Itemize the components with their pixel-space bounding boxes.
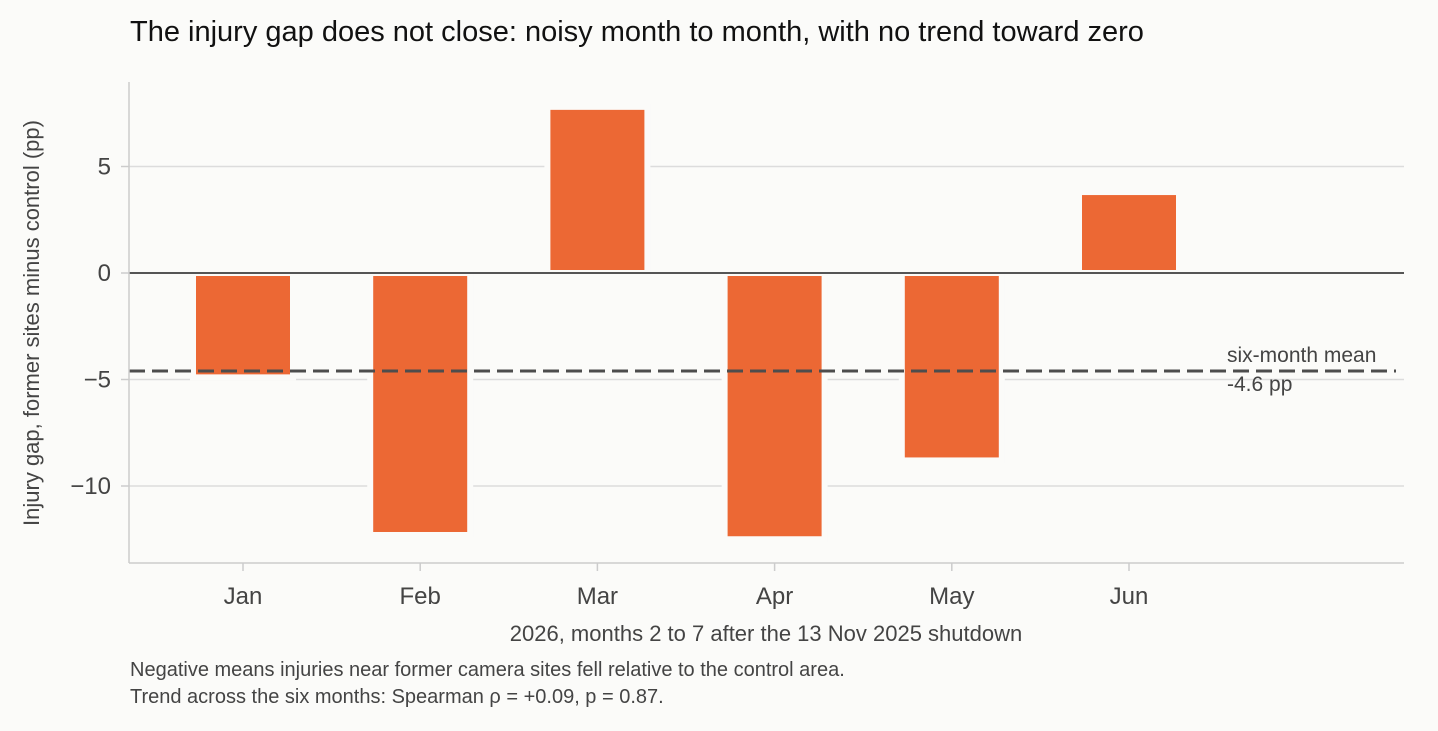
bar-feb bbox=[367, 270, 474, 538]
x-tick-label-apr: Apr bbox=[756, 583, 793, 610]
bar-apr bbox=[721, 270, 828, 543]
x-axis-title: 2026, months 2 to 7 after the 13 Nov 202… bbox=[510, 621, 1022, 646]
x-tick-label-may: May bbox=[929, 583, 974, 610]
y-tick-label: −10 bbox=[70, 473, 111, 500]
footnote-line1: Negative means injuries near former came… bbox=[130, 659, 845, 681]
bar-may bbox=[898, 270, 1005, 464]
bar-jun bbox=[1076, 189, 1182, 276]
footnote-line2: Trend across the six months: Spearman ρ … bbox=[130, 686, 664, 708]
bar-jan bbox=[190, 270, 296, 381]
axis-layer: 5 0 −5 −10 Jan Feb Mar Apr May Jun bbox=[70, 82, 1404, 610]
y-tick-label: −5 bbox=[84, 367, 111, 394]
y-tick-label: 5 bbox=[98, 154, 111, 181]
bar-mar bbox=[544, 103, 651, 276]
chart-title: The injury gap does not close: noisy mon… bbox=[130, 16, 1144, 48]
y-tick-label: 0 bbox=[98, 260, 111, 287]
x-tick-label-jan: Jan bbox=[224, 583, 263, 610]
mean-label-line2: -4.6 pp bbox=[1227, 373, 1292, 396]
line-layer bbox=[129, 272, 1404, 373]
bar-layer bbox=[190, 103, 1182, 543]
y-axis-title: Injury gap, former sites minus control (… bbox=[19, 120, 44, 526]
x-tick-label-feb: Feb bbox=[400, 583, 441, 610]
x-tick-label-jun: Jun bbox=[1110, 583, 1149, 610]
mean-label-line1: six-month mean bbox=[1227, 344, 1376, 367]
x-tick-label-mar: Mar bbox=[577, 583, 618, 610]
